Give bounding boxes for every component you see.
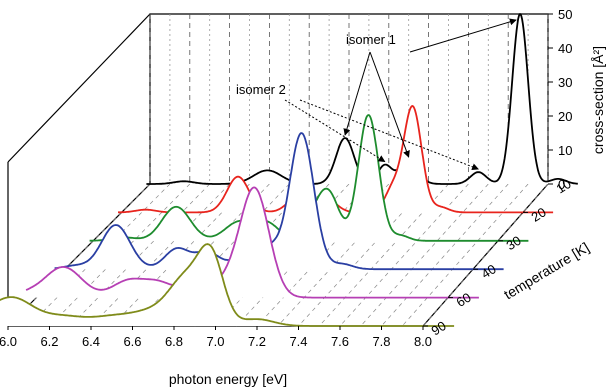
x-tick-label: 7.8 bbox=[372, 334, 390, 349]
left-wall-top bbox=[7, 13, 151, 163]
annotation-layer: isomer 1 isomer 2 bbox=[236, 18, 517, 171]
x-axis-title: photon energy [eV] bbox=[169, 371, 287, 387]
series-fill-10K bbox=[140, 14, 578, 185]
x-tick-label: 7.4 bbox=[289, 334, 307, 349]
series-line-40K bbox=[54, 132, 504, 271]
temperature-tick-label: 90 bbox=[429, 318, 449, 338]
x-tick-label: 6.4 bbox=[82, 334, 100, 349]
floor-gridline bbox=[90, 183, 230, 327]
x-tick-label: 8.0 bbox=[414, 334, 432, 349]
isomer-1-arrow bbox=[409, 18, 517, 53]
series-fill-60K bbox=[26, 187, 479, 298]
series-line-90K bbox=[0, 243, 455, 327]
floor-gridline bbox=[28, 183, 171, 327]
x-tick-label: 7.2 bbox=[248, 334, 266, 349]
temperature-tick-label: 10 bbox=[554, 176, 574, 196]
temperature-tick-label: 20 bbox=[529, 204, 549, 224]
annotation-isomer-1: isomer 1 bbox=[346, 32, 396, 47]
x-tick-label: 6.0 bbox=[0, 334, 17, 349]
isomer-1-arrow bbox=[343, 51, 371, 136]
x-tick-label: 7.0 bbox=[206, 334, 224, 349]
z-tick-label: 20 bbox=[558, 109, 572, 124]
temperature-tick-label: 30 bbox=[504, 233, 524, 253]
z-tick-label: 50 bbox=[558, 7, 572, 22]
floor-gridline bbox=[70, 183, 210, 327]
ticks-layer: 6.0 6.2 6.4 6.6 6.8 7.0 7.2 7.4 7.6 7.8 8.00102030… bbox=[0, 7, 574, 349]
series-layer bbox=[0, 13, 578, 327]
isomer-2-arrow bbox=[284, 99, 386, 163]
series-fill-90K bbox=[0, 244, 455, 326]
floor-gridline bbox=[7, 183, 151, 327]
x-tick-label: 6.6 bbox=[123, 334, 141, 349]
temperature-axis-line bbox=[422, 183, 549, 327]
series-line-60K bbox=[25, 186, 479, 299]
z-tick-label: 30 bbox=[558, 75, 572, 90]
series-fill-40K bbox=[54, 133, 504, 270]
z-tick-label: 10 bbox=[558, 143, 572, 158]
z-axis-title: cross-section [Å²] bbox=[590, 46, 606, 154]
x-tick-label: 6.2 bbox=[40, 334, 58, 349]
z-tick-label: 0 bbox=[558, 177, 565, 192]
x-tick-label: 6.8 bbox=[165, 334, 183, 349]
z-tick-label: 40 bbox=[558, 41, 572, 56]
temperature-tick-label: 40 bbox=[479, 261, 499, 281]
x-tick-label: 7.6 bbox=[331, 334, 349, 349]
temperature-tick-label: 60 bbox=[454, 290, 474, 310]
annotation-isomer-2: isomer 2 bbox=[236, 82, 286, 97]
